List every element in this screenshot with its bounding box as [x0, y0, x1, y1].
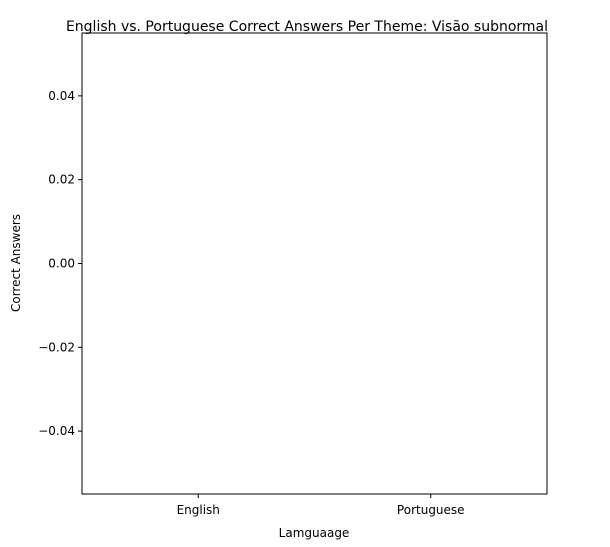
- y-tick-label: 0.04: [48, 89, 75, 103]
- y-axis: 0.04 0.02 0.00 −0.02 −0.04: [38, 89, 82, 438]
- x-tick-label: English: [177, 503, 220, 517]
- y-tick-label: −0.04: [38, 424, 75, 438]
- x-axis-label: Lamguaage: [279, 526, 350, 540]
- x-axis: English Portuguese: [177, 494, 465, 517]
- chart-title: English vs. Portuguese Correct Answers P…: [66, 19, 548, 35]
- y-tick-label: 0.02: [48, 173, 75, 187]
- y-axis-label: Correct Answers: [9, 214, 23, 312]
- y-tick-label: 0.00: [48, 257, 75, 271]
- y-tick-label: −0.02: [38, 340, 75, 354]
- x-tick-label: Portuguese: [397, 503, 465, 517]
